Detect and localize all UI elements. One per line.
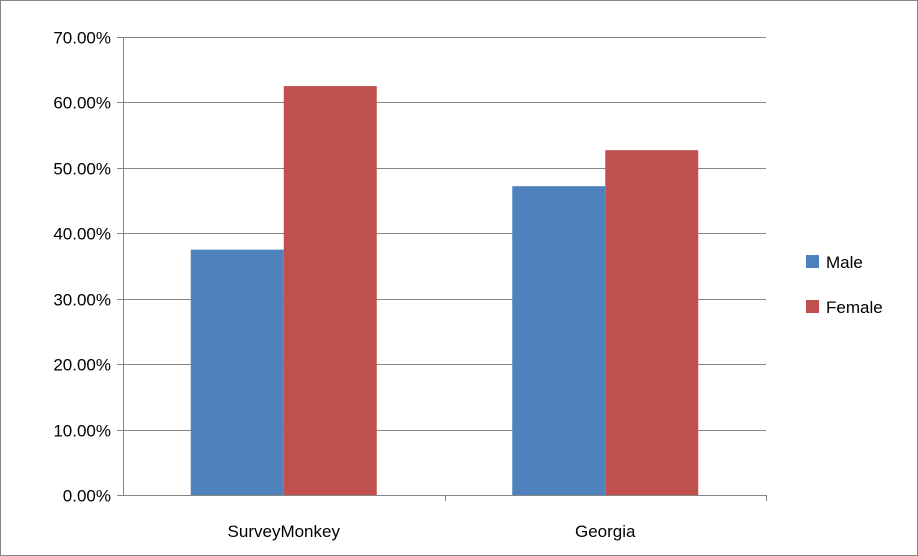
y-axis-tick-labels: 0.00% 10.00% 20.00% 30.00% 40.00% 50.00% 60.00… (53, 29, 111, 506)
legend-swatch-female (806, 300, 819, 313)
bar-male-georgia (512, 186, 606, 496)
bar-male-surveymonkey (190, 249, 284, 495)
y-tick-label: 20.00% (53, 356, 111, 375)
y-tick-label: 70.00% (53, 29, 111, 48)
y-tick-label: 60.00% (53, 94, 111, 113)
bars (190, 86, 699, 496)
x-category-label: Georgia (575, 522, 636, 541)
y-tick-label: 50.00% (53, 160, 111, 179)
bar-female-surveymonkey (283, 86, 377, 496)
y-tick-label: 40.00% (53, 225, 111, 244)
y-tick-label: 0.00% (63, 487, 111, 506)
y-tick-label: 30.00% (53, 291, 111, 310)
x-category-label: SurveyMonkey (228, 522, 341, 541)
legend: Male Female (806, 253, 883, 317)
y-tick-label: 10.00% (53, 422, 111, 441)
x-axis-category-labels: SurveyMonkey Georgia (228, 522, 637, 541)
legend-label-female: Female (826, 298, 883, 317)
axes (117, 37, 767, 501)
legend-label-male: Male (826, 253, 863, 272)
bar-female-georgia (605, 150, 699, 496)
legend-swatch-male (806, 255, 819, 268)
